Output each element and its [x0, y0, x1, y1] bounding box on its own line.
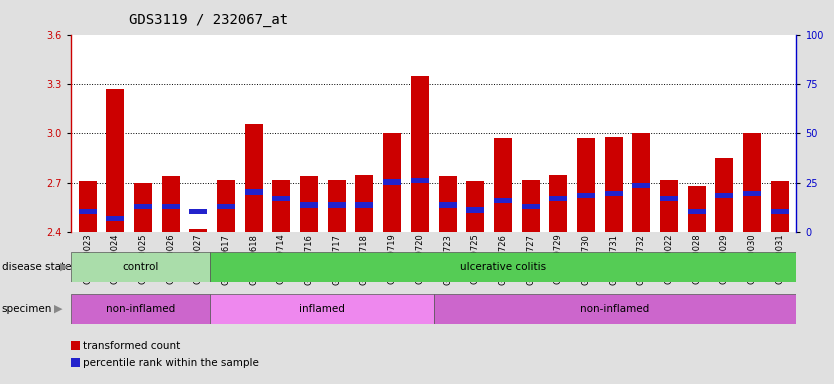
Bar: [494, 197, 512, 203]
Bar: [688, 186, 706, 232]
Bar: [660, 196, 678, 201]
Bar: [328, 180, 346, 232]
Bar: [244, 124, 263, 232]
Bar: [550, 196, 567, 201]
Bar: [439, 202, 456, 208]
Text: disease state: disease state: [2, 262, 71, 272]
Bar: [78, 209, 97, 214]
Bar: [162, 204, 179, 209]
Bar: [716, 193, 733, 198]
Text: GDS3119 / 232067_at: GDS3119 / 232067_at: [129, 13, 289, 27]
Bar: [244, 189, 263, 195]
Text: transformed count: transformed count: [83, 341, 181, 351]
Bar: [521, 180, 540, 232]
Bar: [217, 180, 235, 232]
Text: ulcerative colitis: ulcerative colitis: [460, 262, 546, 272]
Bar: [577, 138, 595, 232]
Bar: [411, 76, 429, 232]
Text: specimen: specimen: [2, 304, 52, 314]
Bar: [134, 204, 152, 209]
Text: percentile rank within the sample: percentile rank within the sample: [83, 358, 259, 368]
Bar: [494, 138, 512, 232]
Text: control: control: [123, 262, 158, 272]
Bar: [688, 209, 706, 214]
Bar: [78, 181, 97, 232]
Bar: [71, 358, 80, 367]
Text: inflamed: inflamed: [299, 304, 345, 314]
Bar: [383, 179, 401, 185]
Bar: [162, 176, 179, 232]
Bar: [771, 181, 789, 232]
Bar: [466, 181, 485, 232]
Bar: [577, 193, 595, 198]
Bar: [71, 341, 80, 350]
Bar: [605, 191, 623, 196]
Bar: [300, 202, 318, 208]
Bar: [71, 294, 210, 324]
Bar: [106, 89, 124, 232]
Bar: [383, 134, 401, 232]
Bar: [189, 229, 208, 232]
Bar: [439, 176, 456, 232]
Bar: [210, 294, 434, 324]
Bar: [716, 158, 733, 232]
Bar: [743, 134, 761, 232]
Text: ▶: ▶: [60, 262, 68, 272]
Bar: [743, 191, 761, 196]
Text: ▶: ▶: [54, 304, 63, 314]
Bar: [411, 178, 429, 183]
Bar: [273, 196, 290, 201]
Bar: [328, 202, 346, 208]
Bar: [355, 202, 374, 208]
Bar: [134, 183, 152, 232]
Bar: [217, 204, 235, 209]
Bar: [71, 252, 210, 282]
Bar: [632, 134, 651, 232]
Bar: [355, 175, 374, 232]
Bar: [466, 207, 485, 213]
Bar: [189, 209, 208, 214]
Bar: [550, 175, 567, 232]
Bar: [300, 176, 318, 232]
Bar: [771, 209, 789, 214]
Bar: [273, 180, 290, 232]
Text: non-inflamed: non-inflamed: [106, 304, 175, 314]
Text: non-inflamed: non-inflamed: [580, 304, 650, 314]
Bar: [605, 137, 623, 232]
Bar: [210, 252, 796, 282]
Bar: [632, 183, 651, 188]
Bar: [434, 294, 796, 324]
Bar: [521, 204, 540, 209]
Bar: [106, 216, 124, 221]
Bar: [660, 180, 678, 232]
